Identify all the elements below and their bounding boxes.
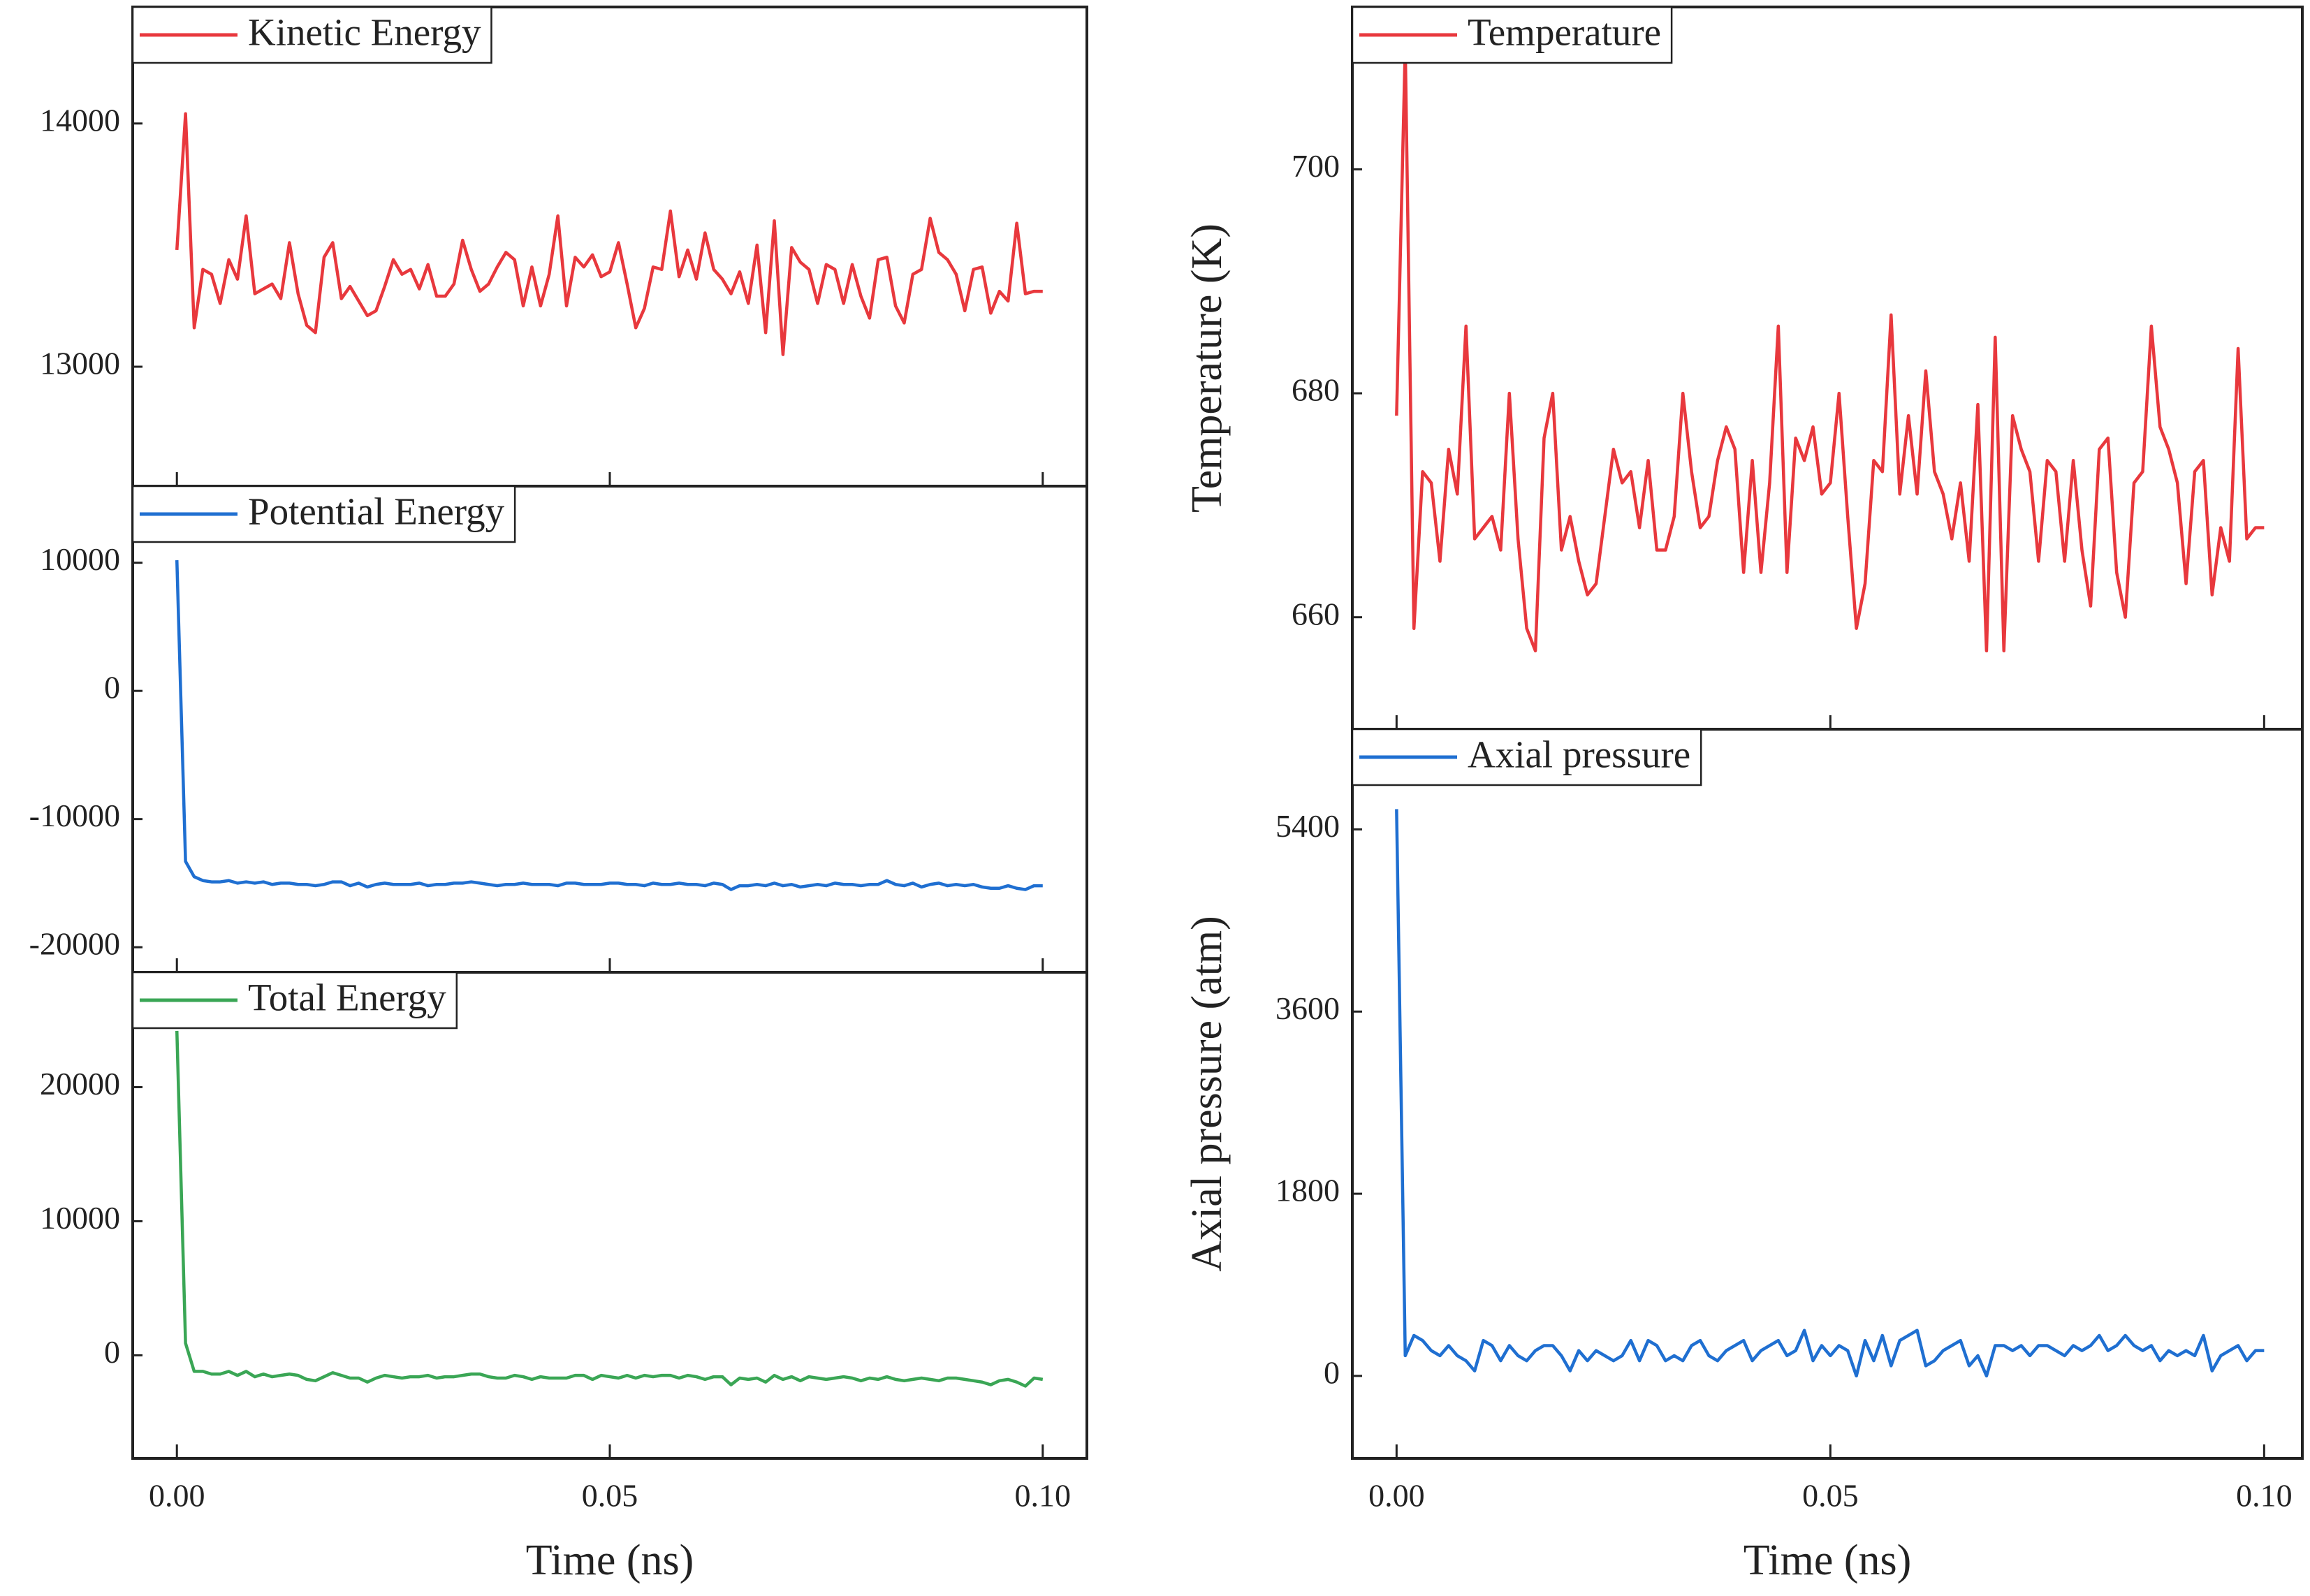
x-tick-label: 0.00 [1368, 1478, 1425, 1514]
plot-area [175, 559, 1043, 891]
y-tick-label: -10000 [29, 798, 120, 833]
x-tick-label: 0.05 [1802, 1478, 1859, 1514]
y-tick-label: -20000 [29, 926, 120, 962]
y-tick-label: 10000 [40, 541, 120, 577]
legend: Temperature [1351, 6, 1673, 64]
y-tick-label: 0 [104, 1334, 120, 1370]
y-tick-label: 700 [1292, 148, 1340, 184]
data-line [1395, 809, 2265, 1378]
x-tick-label: 0.10 [1015, 1478, 1072, 1514]
legend-label: Temperature [1468, 11, 1661, 54]
plot-frame [1351, 728, 2304, 1460]
x-tick-label: 0.10 [2236, 1478, 2293, 1514]
y-axis-title: Temperature (K) [1183, 224, 1231, 513]
y-tick-label: 13000 [40, 346, 120, 381]
x-tick-label: 0.00 [149, 1478, 205, 1514]
y-tick-label: 0 [104, 670, 120, 705]
y-tick-label: 3600 [1275, 990, 1340, 1026]
legend-label: Potential Energy [248, 490, 505, 533]
legend: Kinetic Energy [131, 6, 492, 64]
y-tick-label: 10000 [40, 1200, 120, 1236]
plot-frame [131, 971, 1088, 1460]
y-tick-label: 1800 [1275, 1173, 1340, 1208]
legend-label: Kinetic Energy [248, 11, 481, 54]
legend-label: Axial pressure [1468, 733, 1690, 776]
y-tick-label: 14000 [40, 102, 120, 138]
x-tick-label: 0.05 [582, 1478, 638, 1514]
plot-area [1395, 44, 2265, 653]
plot-frame [131, 6, 1088, 488]
y-tick-label: 680 [1292, 372, 1340, 408]
x-axis-title: Time (ns) [526, 1537, 694, 1584]
y-tick-label: 20000 [40, 1066, 120, 1101]
plot-area [175, 1030, 1044, 1388]
data-line [175, 112, 1043, 356]
plot-frame [131, 485, 1088, 974]
plot-area [175, 112, 1043, 356]
legend-label: Total Energy [248, 976, 446, 1019]
data-line [1395, 44, 2265, 653]
y-tick-label: 0 [1324, 1354, 1340, 1390]
data-line [175, 1030, 1044, 1388]
legend: Potential Energy [131, 485, 516, 543]
legend: Total Energy [131, 971, 458, 1030]
y-tick-label: 660 [1292, 596, 1340, 631]
x-axis-title: Time (ns) [1744, 1537, 1912, 1584]
y-tick-label: 5400 [1275, 808, 1340, 844]
plot-area [1395, 809, 2265, 1378]
y-axis-title: Axial pressure (atm) [1183, 916, 1231, 1272]
legend: Axial pressure [1351, 728, 1702, 786]
data-line [175, 559, 1043, 891]
plot-frame [1351, 6, 2304, 731]
